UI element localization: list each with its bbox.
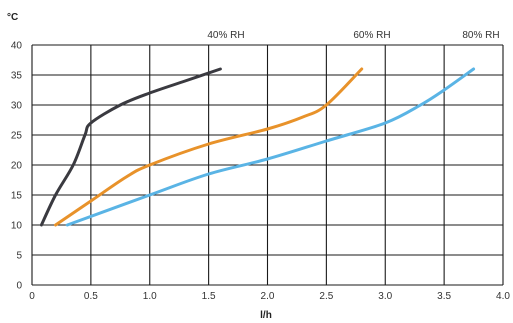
series-line-2 bbox=[54, 67, 364, 227]
y-tick-label: 20 bbox=[11, 161, 23, 172]
series-line-3 bbox=[65, 67, 476, 227]
y-tick-label: 15 bbox=[11, 191, 23, 202]
x-tick-label: 0 bbox=[29, 291, 35, 302]
y-tick-label: 40 bbox=[11, 41, 23, 52]
series-label-2: 60% RH bbox=[353, 30, 390, 41]
x-tick-label: 2.5 bbox=[319, 291, 333, 302]
x-tick-label: 2.0 bbox=[261, 291, 275, 302]
x-tick-label: 0.5 bbox=[84, 291, 98, 302]
y-tick-label: 35 bbox=[11, 71, 23, 82]
series-label-3: 80% RH bbox=[462, 30, 499, 41]
y-tick-label: 30 bbox=[11, 101, 23, 112]
x-tick-label: 4.0 bbox=[496, 291, 510, 302]
x-tick-label: 1.0 bbox=[143, 291, 157, 302]
x-tick-label: 3.5 bbox=[437, 291, 451, 302]
y-axis-title: °C bbox=[7, 12, 18, 23]
series-line-1 bbox=[39, 67, 222, 227]
y-tick-label: 5 bbox=[16, 251, 22, 262]
x-tick-label: 1.5 bbox=[202, 291, 216, 302]
series-label-1: 40% RH bbox=[207, 30, 244, 41]
y-tick-label: 0 bbox=[16, 281, 22, 292]
grid bbox=[31, 44, 504, 286]
x-axis-title: l/h bbox=[260, 310, 272, 321]
y-tick-label: 10 bbox=[11, 221, 23, 232]
label-layer: 0 0.5 1.0 1.5 2.0 2.5 3.0 3.5 4.0 0 5 10 15 20 25 30 35 4… bbox=[11, 30, 511, 302]
x-tick-label: 3.0 bbox=[378, 291, 392, 302]
y-tick-label: 25 bbox=[11, 131, 23, 142]
series-layer bbox=[39, 67, 476, 227]
